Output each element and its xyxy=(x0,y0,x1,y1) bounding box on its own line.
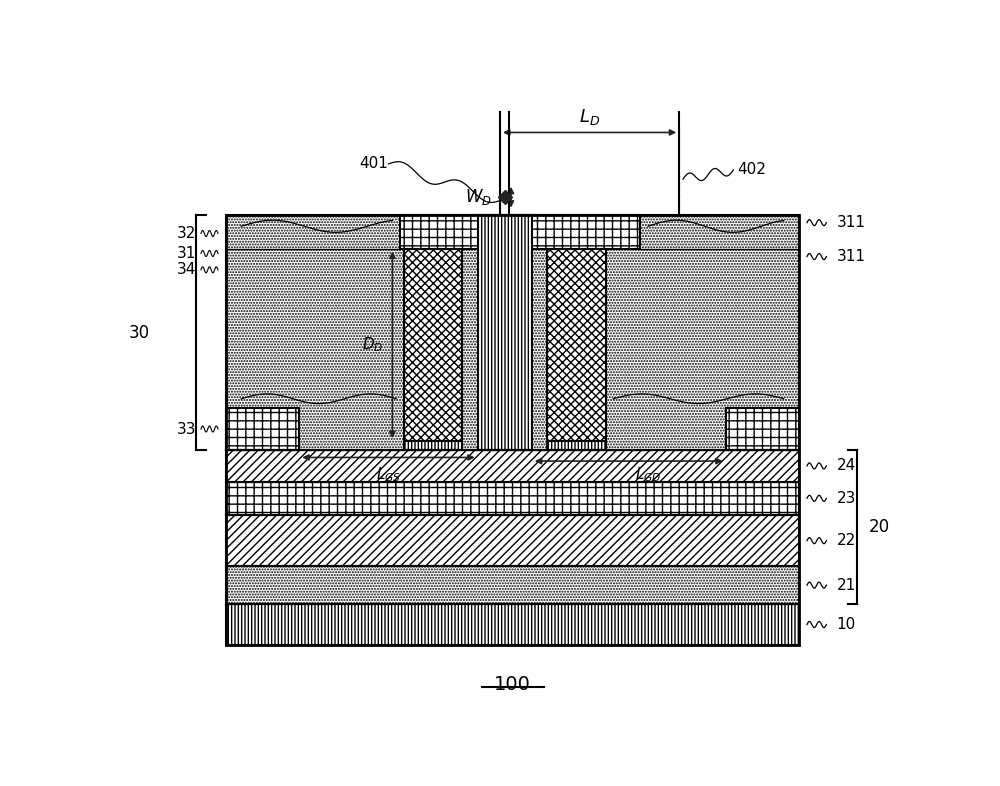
Bar xyxy=(726,408,799,450)
Text: $L_D$: $L_D$ xyxy=(579,108,600,127)
Bar xyxy=(226,450,799,482)
Text: 311: 311 xyxy=(836,249,865,264)
Bar xyxy=(226,482,799,515)
Text: 10: 10 xyxy=(836,617,856,632)
Bar xyxy=(226,567,799,604)
Text: 34: 34 xyxy=(177,263,196,277)
Text: 401: 401 xyxy=(360,156,388,171)
Text: 20: 20 xyxy=(869,518,890,536)
Bar xyxy=(226,215,799,645)
Text: 100: 100 xyxy=(494,675,531,694)
Bar xyxy=(404,248,462,441)
Bar xyxy=(226,604,799,645)
Bar xyxy=(547,248,606,441)
Text: $W_D$: $W_D$ xyxy=(465,187,492,208)
Bar xyxy=(404,441,462,450)
Text: $L_{GS}$: $L_{GS}$ xyxy=(376,465,401,483)
Text: 21: 21 xyxy=(836,578,856,593)
Bar xyxy=(226,408,299,450)
Bar xyxy=(547,441,606,450)
Text: 32: 32 xyxy=(177,226,196,241)
Text: 23: 23 xyxy=(836,490,856,506)
Bar xyxy=(226,215,799,450)
Bar xyxy=(400,215,640,248)
Text: 22: 22 xyxy=(836,533,856,548)
Text: 311: 311 xyxy=(836,215,865,230)
Text: 31: 31 xyxy=(177,246,196,261)
Text: $D_D$: $D_D$ xyxy=(362,336,384,354)
Text: 33: 33 xyxy=(177,421,196,436)
Text: $L_{GD}$: $L_{GD}$ xyxy=(635,465,661,483)
Bar xyxy=(226,515,799,567)
Text: 402: 402 xyxy=(737,163,766,178)
Bar xyxy=(478,215,532,450)
Text: 30: 30 xyxy=(129,324,150,342)
Text: 24: 24 xyxy=(836,458,856,473)
